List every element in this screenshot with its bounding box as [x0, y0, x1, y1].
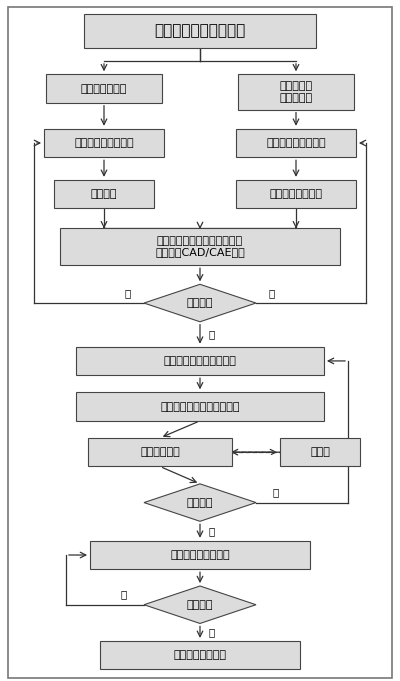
Text: 否: 否	[125, 288, 131, 298]
FancyBboxPatch shape	[76, 347, 324, 375]
Text: 活塞环尺寸
与公差要求: 活塞环尺寸 与公差要求	[280, 81, 312, 103]
Text: 绘制椭圆三维模型: 绘制椭圆三维模型	[270, 189, 322, 199]
Polygon shape	[144, 586, 256, 624]
FancyBboxPatch shape	[76, 392, 324, 421]
Text: 设计与选用粉末材料: 设计与选用粉末材料	[74, 138, 134, 148]
Text: 热处理: 热处理	[310, 447, 330, 457]
Text: 否: 否	[273, 488, 279, 497]
Polygon shape	[144, 285, 256, 321]
FancyBboxPatch shape	[280, 438, 360, 466]
Text: 尺寸检测、性能测试: 尺寸检测、性能测试	[170, 550, 230, 560]
FancyBboxPatch shape	[54, 180, 154, 208]
FancyBboxPatch shape	[46, 74, 162, 103]
Text: 喂料制备: 喂料制备	[91, 189, 117, 199]
Text: 包装、交货、入库: 包装、交货、入库	[174, 650, 226, 660]
FancyBboxPatch shape	[236, 180, 356, 208]
Text: 活塞环技术要求: 活塞环技术要求	[81, 84, 127, 93]
FancyBboxPatch shape	[88, 438, 232, 466]
Text: 是: 是	[209, 627, 215, 637]
Text: 设计活塞环注射成形模具: 设计活塞环注射成形模具	[164, 356, 236, 366]
FancyBboxPatch shape	[238, 74, 354, 110]
FancyBboxPatch shape	[60, 227, 340, 265]
Text: 合格判断: 合格判断	[187, 498, 213, 507]
FancyBboxPatch shape	[100, 641, 300, 669]
Text: 合格判断: 合格判断	[187, 600, 213, 609]
Text: 合格判断: 合格判断	[187, 298, 213, 308]
FancyBboxPatch shape	[90, 541, 310, 569]
Text: 计算活塞环椭圆方程: 计算活塞环椭圆方程	[266, 138, 326, 148]
FancyBboxPatch shape	[44, 129, 164, 157]
FancyBboxPatch shape	[236, 129, 356, 157]
Text: 活塞环图样与技术要求: 活塞环图样与技术要求	[154, 23, 246, 38]
Text: 否: 否	[269, 288, 275, 298]
Text: 是: 是	[209, 526, 215, 536]
Text: 是: 是	[209, 329, 215, 339]
Text: 否: 否	[121, 590, 127, 599]
Polygon shape	[144, 484, 256, 522]
Text: 注射、脱脂、烧结、后处理: 注射、脱脂、烧结、后处理	[160, 402, 240, 411]
Text: 活塞环结构强度、应力应变、
摩擦磨损CAD/CAE分析: 活塞环结构强度、应力应变、 摩擦磨损CAD/CAE分析	[155, 236, 245, 257]
FancyBboxPatch shape	[84, 14, 316, 48]
Text: 机械切削加工: 机械切削加工	[140, 447, 180, 457]
